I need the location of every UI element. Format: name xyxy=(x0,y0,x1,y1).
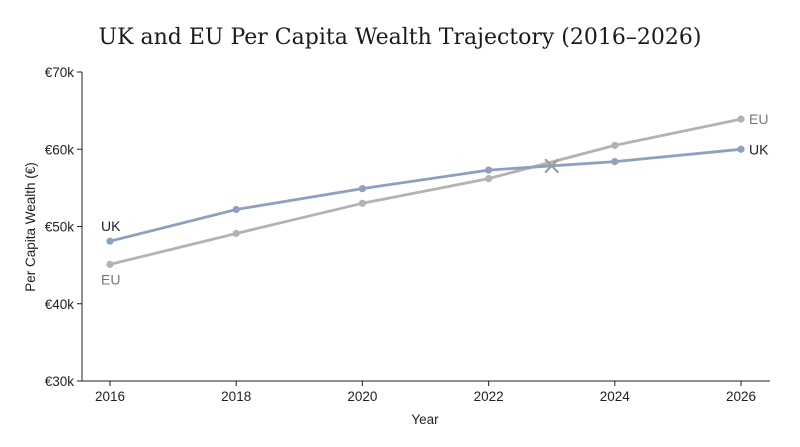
eu-start-label: EU xyxy=(101,271,120,287)
eu-data-point xyxy=(358,199,366,207)
uk-data-point xyxy=(737,145,745,153)
y-tick-label: €30k xyxy=(45,374,75,389)
eu-data-point xyxy=(232,229,240,238)
eu-data-point xyxy=(106,260,114,268)
uk-series-line xyxy=(108,147,743,243)
x-tick-label: 2026 xyxy=(726,389,756,404)
y-tick-label: €40k xyxy=(45,297,75,312)
y-tick-label: €50k xyxy=(45,220,75,235)
uk-data-point xyxy=(485,166,493,174)
chart-title: UK and EU Per Capita Wealth Trajectory (… xyxy=(99,25,702,50)
x-tick-label: 2018 xyxy=(221,389,251,404)
y-tick-label: €60k xyxy=(45,142,75,157)
x-tick-label: 2020 xyxy=(347,389,377,404)
eu-data-point xyxy=(611,141,619,149)
x-tick-label: 2022 xyxy=(474,389,504,404)
crossover-marker xyxy=(544,158,559,173)
uk-data-point xyxy=(358,185,366,193)
plot-area: €30k €40k €50k €60k €70k 2016 2018 2020 2022 2024… xyxy=(45,65,770,404)
uk-end-label: UK xyxy=(749,141,769,157)
x-tick-label: 2016 xyxy=(95,389,125,404)
eu-end-label: EU xyxy=(749,111,768,127)
x-tick-label: 2024 xyxy=(600,389,631,404)
uk-data-point xyxy=(232,205,240,214)
y-tick-label: €70k xyxy=(45,65,75,80)
uk-data-point xyxy=(611,158,619,166)
eu-data-point xyxy=(485,175,493,183)
uk-start-label: UK xyxy=(101,218,121,234)
eu-data-point xyxy=(737,115,745,123)
x-axis-title: Year xyxy=(411,412,439,427)
uk-data-point xyxy=(106,237,114,245)
y-axis-title: Per Capita Wealth (€) xyxy=(23,162,38,292)
eu-series-line xyxy=(108,117,743,266)
